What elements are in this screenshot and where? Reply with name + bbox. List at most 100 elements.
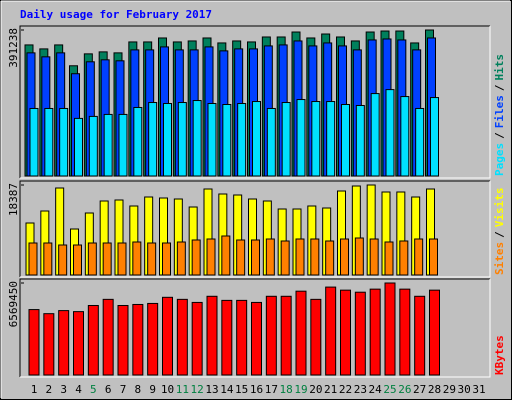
- bar: [252, 101, 261, 177]
- legend-entry: Pages: [493, 143, 506, 176]
- x-tick-label: 3: [60, 383, 67, 396]
- x-tick-label: 16: [250, 383, 263, 396]
- x-tick-label: 6: [105, 383, 112, 396]
- bar: [280, 295, 292, 376]
- bar: [281, 102, 291, 177]
- legend-entry: Visits: [493, 188, 506, 228]
- bar: [265, 238, 275, 276]
- bar: [430, 97, 439, 177]
- x-tick-label: 21: [324, 383, 337, 396]
- bar: [221, 299, 233, 376]
- bar: [384, 241, 394, 276]
- bar: [118, 113, 128, 177]
- y-tick-label: 6569450: [7, 281, 20, 327]
- bar: [44, 107, 54, 177]
- x-tick-label: 18: [280, 383, 293, 396]
- x-tick-label: 1: [31, 383, 38, 396]
- x-tick-label: 19: [294, 383, 307, 396]
- x-tick-label: 28: [428, 383, 441, 396]
- bar: [266, 107, 276, 177]
- bar: [400, 96, 410, 177]
- bar: [429, 289, 440, 376]
- bar: [43, 242, 53, 276]
- bar: [43, 313, 55, 376]
- x-tick-label: 22: [339, 383, 352, 396]
- x-tick-label: 7: [120, 383, 127, 396]
- x-tick-label: 30: [458, 383, 471, 396]
- x-tick-label: 20: [309, 383, 322, 396]
- bar: [177, 102, 187, 177]
- bar: [207, 103, 217, 177]
- bar: [163, 103, 172, 177]
- legend-entry: Sites: [493, 242, 506, 275]
- bar: [206, 238, 216, 276]
- bar: [295, 290, 307, 376]
- bar: [399, 288, 411, 376]
- bar: [74, 117, 83, 177]
- bar: [296, 99, 306, 177]
- bar: [415, 107, 425, 177]
- legend-separator: /: [493, 84, 506, 91]
- bar: [385, 89, 395, 177]
- bar: [355, 104, 365, 177]
- bar: [340, 238, 349, 276]
- x-tick-label: 12: [191, 383, 204, 396]
- bar: [132, 241, 142, 276]
- y-tick-label: 391238: [7, 28, 20, 68]
- x-tick-label: 26: [398, 383, 411, 396]
- panel-border: [20, 181, 491, 278]
- x-tick-label: 25: [383, 383, 396, 396]
- bar: [191, 239, 201, 276]
- x-tick-label: 14: [220, 383, 234, 396]
- legend-entry: Files: [493, 95, 506, 128]
- bar: [162, 296, 173, 376]
- bar: [176, 298, 188, 376]
- bar: [162, 242, 171, 276]
- bar: [87, 242, 97, 276]
- bar: [280, 240, 290, 276]
- bar: [148, 102, 158, 177]
- bar: [103, 113, 113, 177]
- bar: [58, 310, 70, 376]
- x-tick-label: 8: [135, 383, 142, 396]
- bar: [59, 107, 69, 177]
- panel-border: [20, 279, 491, 378]
- legend: Pages / Files / Hits: [493, 54, 506, 176]
- x-tick-label: 31: [472, 383, 485, 396]
- bar: [310, 298, 322, 376]
- bar: [206, 295, 218, 376]
- bar: [73, 311, 84, 376]
- x-tick-label: 23: [354, 383, 367, 396]
- bar: [176, 241, 186, 276]
- bar: [221, 235, 231, 276]
- bar: [399, 240, 409, 276]
- x-tick-label: 11: [176, 383, 189, 396]
- bar: [251, 301, 262, 376]
- x-tick-label: 15: [235, 383, 248, 396]
- legend-separator: /: [493, 231, 506, 238]
- y-tick-label: 18387: [7, 183, 20, 216]
- bar: [28, 242, 38, 276]
- x-tick-label: 2: [46, 383, 53, 396]
- x-tick-label: 9: [149, 383, 156, 396]
- bar: [369, 288, 381, 376]
- panel-border: [19, 278, 490, 377]
- bar: [414, 295, 426, 376]
- bar: [326, 101, 336, 177]
- legend-entry: KBytes: [493, 335, 506, 375]
- bar: [28, 309, 40, 376]
- bar: [191, 301, 203, 376]
- bar: [325, 286, 337, 376]
- bar: [87, 304, 99, 376]
- bar: [310, 238, 320, 276]
- x-tick-label: 10: [161, 383, 174, 396]
- bar: [102, 242, 112, 276]
- bar: [340, 289, 351, 376]
- panel-border: [20, 26, 491, 179]
- bar: [311, 101, 321, 177]
- bar: [58, 244, 68, 276]
- bar: [29, 107, 39, 177]
- bar: [370, 93, 380, 177]
- x-tick-label: 24: [369, 383, 383, 396]
